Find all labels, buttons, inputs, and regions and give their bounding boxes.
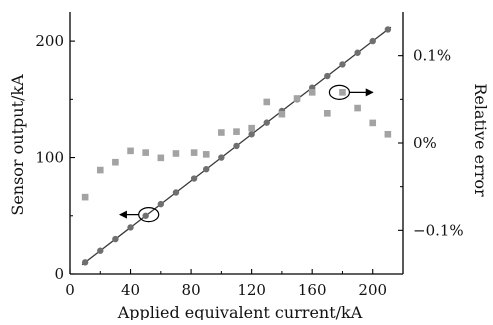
error-data-point (233, 128, 240, 135)
output-data-point (172, 189, 180, 196)
error-series-group (81, 89, 392, 201)
output-data-point (233, 142, 240, 150)
output-data-point (263, 119, 270, 126)
error-data-point (369, 119, 377, 127)
output-data-point (248, 131, 255, 138)
y-right-tick-label: −0.1% (413, 221, 464, 239)
output-series-group (81, 26, 392, 266)
x-tick-label: 200 (358, 281, 387, 299)
x-tick-label: 0 (65, 281, 75, 299)
y-left-tick-label: 0 (54, 265, 64, 283)
output-callout-circle (138, 207, 160, 223)
output-data-point (157, 200, 165, 208)
error-data-point (218, 129, 225, 136)
output-data-point (203, 166, 210, 173)
error-data-point (263, 98, 271, 106)
x-axis-title: Applied equivalent current/kA (117, 303, 363, 320)
error-data-point (96, 166, 104, 174)
output-data-point (81, 259, 89, 266)
output-data-point (97, 247, 104, 254)
error-data-point (278, 110, 286, 118)
output-data-point (112, 235, 119, 243)
error-data-point (172, 150, 180, 157)
error-data-point (339, 89, 346, 96)
output-data-point (324, 72, 331, 80)
y-right-tick-label: 0% (413, 134, 437, 152)
error-data-point (354, 104, 361, 112)
error-data-point (127, 147, 134, 155)
error-data-point (81, 193, 89, 201)
y-right-axis-title: Relative error (471, 83, 490, 197)
x-tick-label: 80 (182, 281, 201, 299)
error-data-point (112, 158, 119, 166)
error-data-point (202, 151, 210, 158)
error-data-point (384, 130, 392, 138)
output-data-point (142, 212, 149, 219)
output-data-point (218, 154, 225, 161)
axes-group: 0 40 80 120 160 200 0 100 200 0.1% 0% −0.1% (35, 12, 464, 299)
error-data-point (248, 124, 255, 132)
output-data-point (127, 224, 134, 231)
error-data-point (324, 110, 331, 117)
output-data-point (190, 175, 198, 182)
error-data-point (157, 154, 165, 162)
annotations-group (118, 84, 374, 223)
x-tick-label: 160 (298, 281, 327, 299)
output-data-point (354, 49, 361, 56)
output-data-point (369, 37, 376, 45)
error-data-point (308, 89, 316, 96)
y-right-tick-label: 0.1% (413, 47, 451, 65)
error-data-point (293, 95, 301, 102)
y-left-tick-label: 200 (35, 32, 64, 50)
error-data-point (190, 149, 198, 156)
output-data-point (339, 61, 346, 68)
labels-group: Applied equivalent current/kA Sensor out… (8, 74, 490, 322)
y-left-axis-title: Sensor output/kA (8, 74, 27, 216)
y-left-tick-label: 100 (35, 149, 64, 167)
output-data-point (384, 26, 392, 33)
x-tick-label: 40 (121, 281, 140, 299)
x-tick-label: 120 (237, 281, 266, 299)
error-data-point (142, 149, 149, 156)
